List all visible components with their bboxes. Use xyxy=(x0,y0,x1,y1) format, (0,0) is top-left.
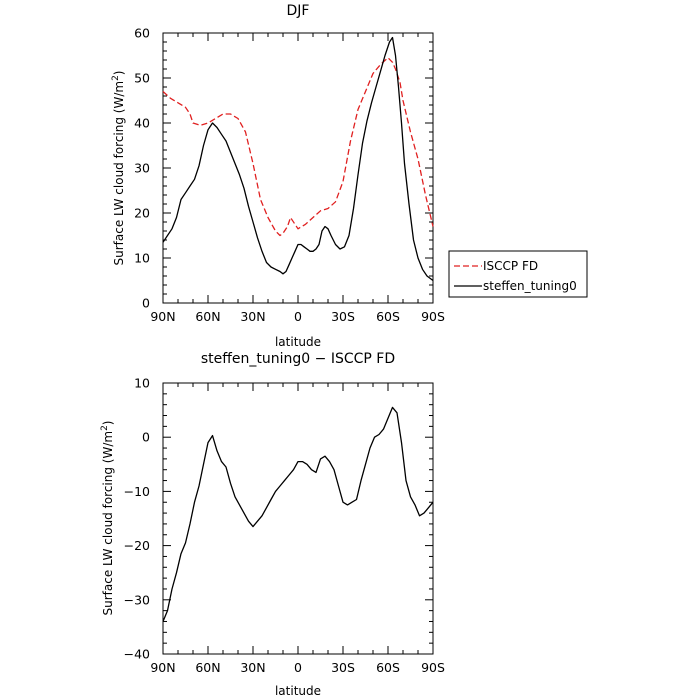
top-y-tick-label: 30 xyxy=(134,161,150,176)
legend: ISCCP FD steffen_tuning0 xyxy=(448,250,588,298)
top-series-steffen-tuning0-line xyxy=(162,36,434,282)
bottom-panel: steffen_tuning0 − ISCCP FD 90N 60N 30N 0 30S… xyxy=(100,351,445,698)
bottom-y-tick-label: 0 xyxy=(142,430,150,445)
bottom-y-tick-label: −30 xyxy=(124,592,150,607)
legend-box xyxy=(448,250,588,298)
top-x-axis-label: latitude xyxy=(275,335,321,349)
top-x-tick-label: 0 xyxy=(294,309,302,324)
top-y-tick-label: 0 xyxy=(142,296,150,311)
bottom-y-tick-label: −20 xyxy=(124,538,150,553)
top-x-tick-label: 30N xyxy=(240,309,265,324)
top-x-tick-label: 60N xyxy=(195,309,220,324)
top-x-tick-label: 90N xyxy=(150,309,175,324)
top-x-tick-label: 90S xyxy=(421,309,445,324)
bottom-ticks: 90N 60N 30N 0 30S 60S 90S −40 −30 −20 −10 0 10 xyxy=(124,376,445,676)
bottom-y-tick-label: −10 xyxy=(124,484,150,499)
top-panel: DJF 90N 60N 30N 0 30S 60S 90S 0 10 20 30 40 50 60 lat… xyxy=(111,3,445,349)
bottom-x-tick-label: 30S xyxy=(331,660,355,675)
bottom-y-tick-label: −40 xyxy=(124,647,150,662)
bottom-x-tick-label: 60S xyxy=(376,660,400,675)
top-chart-title: DJF xyxy=(287,3,310,19)
bottom-plot-frame xyxy=(162,382,434,655)
legend-label-steffen: steffen_tuning0 xyxy=(483,279,577,293)
top-y-tick-label: 50 xyxy=(134,71,150,86)
top-series-isccp-fd-line xyxy=(162,57,434,237)
bottom-x-tick-label: 0 xyxy=(294,660,302,675)
top-plot-frame xyxy=(162,32,434,304)
bottom-x-tick-label: 90S xyxy=(421,660,445,675)
bottom-x-tick-label: 90N xyxy=(150,660,175,675)
bottom-x-axis-label: latitude xyxy=(275,684,321,698)
top-y-tick-label: 10 xyxy=(134,251,150,266)
bottom-y-axis-label: Surface LW cloud forcing (W/m2) xyxy=(100,420,115,615)
top-y-tick-label: 60 xyxy=(134,26,150,41)
top-x-tick-label: 60S xyxy=(376,309,400,324)
bottom-series-difference-line xyxy=(162,406,434,622)
top-x-tick-label: 30S xyxy=(331,309,355,324)
bottom-x-tick-label: 60N xyxy=(195,660,220,675)
bottom-series-group xyxy=(162,406,434,622)
top-y-tick-label: 40 xyxy=(134,116,150,131)
bottom-x-tick-label: 30N xyxy=(240,660,265,675)
bottom-chart-title: steffen_tuning0 − ISCCP FD xyxy=(201,351,395,367)
bottom-y-tick-label: 10 xyxy=(134,376,150,391)
top-y-axis-label: Surface LW cloud forcing (W/m2) xyxy=(111,70,126,265)
top-y-tick-label: 20 xyxy=(134,206,150,221)
top-ticks: 90N 60N 30N 0 30S 60S 90S 0 10 20 30 40 50 60 xyxy=(134,26,445,325)
top-series-group xyxy=(162,36,434,282)
legend-label-isccp: ISCCP FD xyxy=(483,259,538,273)
